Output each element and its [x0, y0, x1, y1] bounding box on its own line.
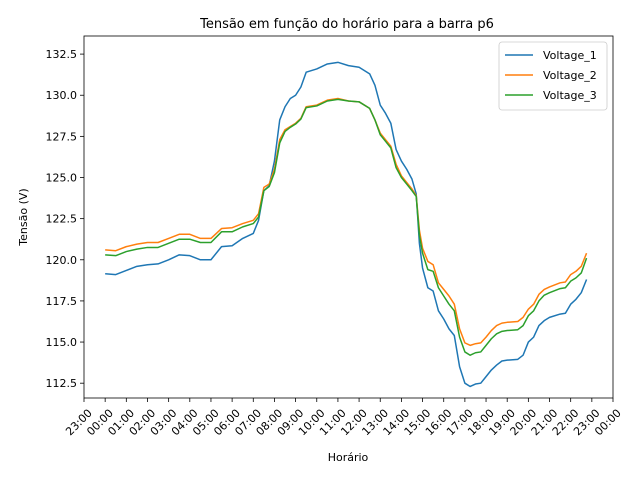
series-line-voltage-1 [105, 61, 588, 388]
series-line-voltage-2 [105, 97, 588, 347]
plot-area [83, 35, 614, 399]
series-layer [105, 61, 588, 388]
legend-label: Voltage_3 [543, 89, 597, 102]
y-tick-label: 130.0 [46, 89, 78, 102]
legend-entries: Voltage_1 Voltage_2 Voltage_3 [505, 49, 597, 102]
y-tick-label: 112.5 [46, 377, 78, 390]
legend-box [498, 41, 608, 111]
y-tick-label: 125.0 [46, 172, 78, 185]
legend-label: Voltage_1 [543, 49, 597, 62]
y-axis-label: Tensão (V) [17, 188, 30, 246]
y-tick-label: 117.5 [46, 295, 78, 308]
y-tick-label: 132.5 [46, 48, 78, 61]
x-axis-label: Horário [328, 451, 369, 464]
plot-frame [83, 35, 614, 399]
y-axis: 112.5 115.0 117.5 120.0 122.5 125.0 127.5 130.0… [46, 48, 84, 390]
y-tick-label: 115.0 [46, 336, 78, 349]
series-line-voltage-3 [105, 98, 588, 356]
y-tick-label: 120.0 [46, 254, 78, 267]
y-tick-label: 127.5 [46, 130, 78, 143]
legend-label: Voltage_2 [543, 69, 597, 82]
legend: Voltage_1 Voltage_2 Voltage_3 [498, 41, 608, 111]
y-tick-label: 122.5 [46, 213, 78, 226]
chart-title: Tensão em função do horário para a barra… [199, 17, 494, 32]
